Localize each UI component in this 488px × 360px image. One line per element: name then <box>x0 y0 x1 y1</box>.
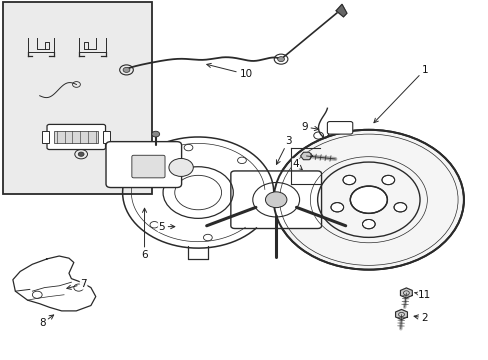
FancyBboxPatch shape <box>106 141 181 188</box>
Circle shape <box>362 220 374 229</box>
Text: 7: 7 <box>67 279 87 289</box>
Text: 10: 10 <box>206 63 252 79</box>
FancyBboxPatch shape <box>132 155 164 178</box>
Polygon shape <box>395 310 407 319</box>
Text: 8: 8 <box>39 315 54 328</box>
Circle shape <box>273 130 463 270</box>
FancyBboxPatch shape <box>47 125 105 149</box>
Polygon shape <box>300 152 312 160</box>
Text: 5: 5 <box>158 222 174 231</box>
FancyBboxPatch shape <box>327 122 352 134</box>
Text: 3: 3 <box>276 136 291 165</box>
Circle shape <box>381 175 394 185</box>
Text: 9: 9 <box>301 122 318 132</box>
Circle shape <box>349 186 386 213</box>
Text: 4: 4 <box>292 159 302 170</box>
FancyBboxPatch shape <box>54 131 98 143</box>
Polygon shape <box>335 4 346 17</box>
Circle shape <box>393 203 406 212</box>
FancyBboxPatch shape <box>230 171 321 229</box>
Circle shape <box>265 192 286 208</box>
Text: 11: 11 <box>414 290 430 300</box>
Polygon shape <box>400 288 411 298</box>
Text: 6: 6 <box>141 208 147 260</box>
Circle shape <box>78 152 84 156</box>
Circle shape <box>168 158 193 176</box>
Text: 1: 1 <box>373 64 427 123</box>
Circle shape <box>342 175 355 185</box>
FancyBboxPatch shape <box>103 131 110 143</box>
FancyBboxPatch shape <box>42 131 49 143</box>
Circle shape <box>152 131 159 137</box>
Circle shape <box>277 57 284 62</box>
Circle shape <box>330 203 343 212</box>
Text: 2: 2 <box>413 313 427 323</box>
Circle shape <box>123 67 130 72</box>
FancyBboxPatch shape <box>3 3 152 194</box>
